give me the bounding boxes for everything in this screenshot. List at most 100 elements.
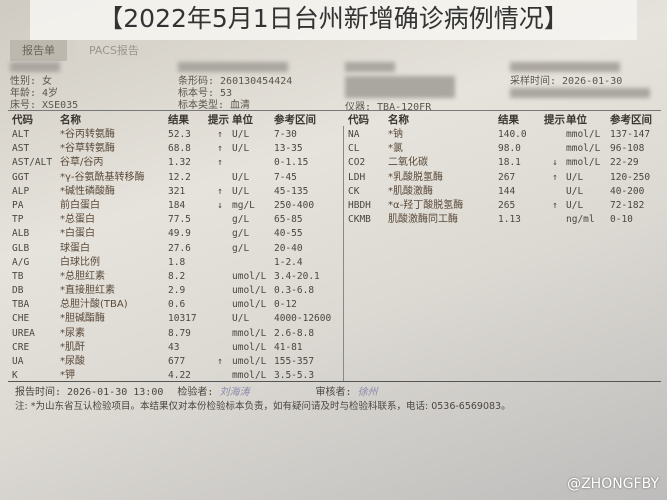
- patient-info-1: 性别: 女 年龄: 4岁 床号: XSE035: [10, 62, 78, 112]
- cell-result: 49.9: [168, 228, 191, 240]
- cell-result: 1.8: [168, 256, 186, 268]
- cell-name: *α-羟丁酸脱氢酶: [388, 199, 464, 211]
- cell-unit: umol/L: [232, 356, 267, 367]
- tab-report[interactable]: 报告单: [10, 40, 67, 61]
- cell-code: TP: [12, 214, 24, 226]
- cell-unit: U/L: [566, 171, 584, 183]
- cell-name: *尿酸: [60, 356, 85, 367]
- cell-name: *钾: [60, 370, 75, 382]
- cell-unit: umol/L: [232, 299, 267, 311]
- cell-unit: mmol/L: [232, 370, 267, 382]
- patient-info-4: 采样时间: 2026-01-30: [510, 62, 650, 102]
- patient-info-3: 仪器: TBA-120FR: [345, 62, 455, 114]
- table-row: CKMB 肌酸激酶同工酶 1.13 ng/ml 0-10: [348, 213, 664, 227]
- table-row: TBA 总胆汁酸(TBA) 0.6 umol/L 0-12: [12, 298, 338, 312]
- table-row: UA *尿酸 677 ↑ umol/L 155-357: [12, 355, 338, 369]
- cell-code: UA: [12, 356, 24, 367]
- cell-unit: U/L: [232, 171, 250, 183]
- cell-unit: U/L: [232, 129, 250, 140]
- cell-name: 白球比例: [60, 256, 100, 268]
- cell-code: CKMB: [348, 214, 371, 226]
- cell-result: 43: [168, 341, 180, 353]
- cell-result: 10317: [168, 313, 197, 325]
- table-row: A/G 白球比例 1.8 1-2.4: [12, 256, 338, 270]
- flag-cell: [208, 327, 232, 341]
- flag-cell: [544, 185, 566, 199]
- table-header: 代码 名称 结果 提示 单位 参考区间: [348, 112, 664, 128]
- cell-name: *肌酸激酶: [388, 185, 433, 197]
- flag-cell: [208, 312, 232, 326]
- cell-code: CRE: [12, 341, 30, 353]
- report-time: 报告时间: 2026-01-30 13:00: [15, 387, 164, 398]
- sample-time: 采样时间: 2026-01-30: [510, 76, 623, 87]
- report-note: 注: *为山东省互认检验项目。本结果仅对本份检验标本负责，如有疑问请及时与检验科…: [15, 401, 511, 412]
- cell-reference-range: 40-55: [274, 228, 303, 240]
- results-table-right: 代码 名称 结果 提示 单位 参考区间 NA *钠 140.0 mmol/L 137-147 CL *氯…: [348, 112, 664, 227]
- tab-pacs[interactable]: PACS报告: [77, 40, 151, 61]
- report-footer: 报告时间: 2026-01-30 13:00 检验者: 刘海涛 审核者: 徐州: [15, 383, 378, 398]
- cell-reference-range: 0-10: [610, 214, 633, 226]
- cell-name: *肌酐: [60, 341, 85, 353]
- cell-result: 677: [168, 356, 186, 367]
- cell-name: 肌酸激酶同工酶: [388, 214, 458, 226]
- cell-code: A/G: [12, 256, 30, 268]
- cell-reference-range: 20-40: [274, 242, 303, 254]
- flag-cell: [208, 284, 232, 298]
- tester-signature: 刘海涛: [219, 387, 250, 398]
- cell-result: 68.8: [168, 143, 191, 155]
- cell-name: 总胆汁酸(TBA): [60, 299, 128, 311]
- cell-name: *白蛋白: [60, 228, 95, 240]
- instrument: 仪器: TBA-120FR: [345, 102, 432, 113]
- table-row: CK *肌酸激酶 144 U/L 40-200: [348, 185, 664, 199]
- column-header-name: 名称: [60, 114, 81, 126]
- cell-result: 4.22: [168, 370, 191, 382]
- specimen-no: 标本号: 53: [178, 88, 233, 99]
- column-header-code: 代码: [348, 114, 369, 126]
- cell-name: 谷草/谷丙: [60, 157, 104, 169]
- table-row: TP *总蛋白 77.5 g/L 65-85: [12, 213, 338, 227]
- tab-bar: 报告单 PACS报告: [10, 40, 151, 61]
- patient-info-2: 条形码: 260130454424 标本号: 53 标本类型: 血清: [178, 62, 292, 112]
- table-row: DB *直接胆红素 2.9 umol/L 0.3-6.8: [12, 284, 338, 298]
- cell-result: 265: [498, 199, 516, 211]
- cell-unit: U/L: [232, 143, 250, 155]
- cell-name: *总胆红素: [60, 270, 105, 282]
- cell-unit: mmol/L: [566, 143, 601, 155]
- table-header: 代码 名称 结果 提示 单位 参考区间: [12, 112, 338, 128]
- column-header-unit: 单位: [566, 114, 587, 126]
- flag-cell: [544, 142, 566, 156]
- cell-result: 0.6: [168, 299, 186, 311]
- cell-unit: umol/L: [232, 270, 267, 282]
- cell-name: 球蛋白: [60, 242, 90, 254]
- cell-name: *总蛋白: [60, 214, 95, 226]
- cell-result: 1.32: [168, 157, 191, 169]
- title-banner: 【2022年5月1日台州新增确诊病例情况】: [30, 0, 637, 40]
- flag-cell: [544, 128, 566, 142]
- cell-result: 184: [168, 199, 186, 211]
- cell-code: UREA: [12, 327, 35, 339]
- cell-reference-range: 7-45: [274, 171, 297, 183]
- cell-reference-range: 120-250: [610, 171, 651, 183]
- table-row: UREA *尿素 8.79 mmol/L 2.6-8.8: [12, 327, 338, 341]
- age: 年龄: 4岁: [10, 88, 59, 99]
- arrow-up-icon: ↑: [217, 143, 223, 155]
- arrow-up-icon: ↑: [217, 185, 223, 197]
- table-row: LDH *乳酸脱氢酶 267 ↑ U/L 120-250: [348, 171, 664, 185]
- cell-code: ALT: [12, 129, 30, 140]
- table-row: ALT *谷丙转氨酶 52.3 ↑ U/L 7-30: [12, 128, 338, 142]
- cell-code: GLB: [12, 242, 30, 254]
- cell-code: NA: [348, 129, 360, 140]
- cell-code: CK: [348, 185, 360, 197]
- cell-code: ALP: [12, 185, 30, 197]
- flag-cell: [208, 213, 232, 227]
- cell-name: 二氧化碳: [388, 157, 428, 169]
- cell-result: 321: [168, 185, 186, 197]
- cell-reference-range: 0.3-6.8: [274, 285, 315, 297]
- cell-code: ALB: [12, 228, 30, 240]
- cell-reference-range: 13-35: [274, 143, 303, 155]
- cell-code: TBA: [12, 299, 30, 311]
- column-header-unit: 单位: [232, 114, 253, 126]
- cell-result: 12.2: [168, 171, 191, 183]
- cell-name: *乳酸脱氢酶: [388, 171, 443, 183]
- table-row: NA *钠 140.0 mmol/L 137-147: [348, 128, 664, 142]
